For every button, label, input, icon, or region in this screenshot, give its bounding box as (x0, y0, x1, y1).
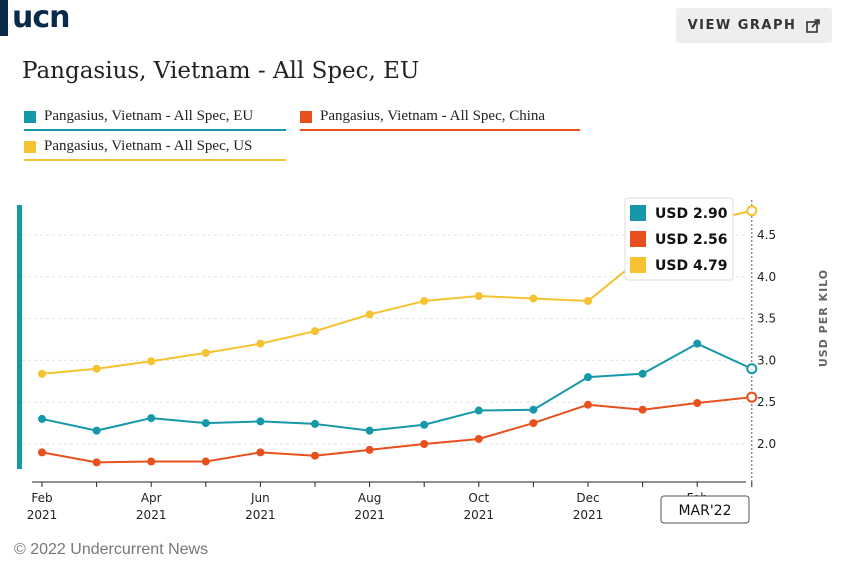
data-point[interactable] (92, 426, 101, 435)
tooltip-value: USD 2.56 (655, 232, 728, 248)
x-tick-label-year: 2021 (354, 508, 385, 522)
data-point[interactable] (92, 364, 101, 373)
data-point[interactable] (474, 434, 483, 443)
series-line-0[interactable] (41, 342, 753, 432)
chart-accent-bar (17, 205, 22, 469)
data-point[interactable] (638, 405, 647, 414)
view-graph-button[interactable]: VIEW GRAPH (676, 8, 832, 43)
data-point[interactable] (529, 419, 538, 428)
legend-label-us: Pangasius, Vietnam - All Spec, US (44, 138, 253, 154)
legend-swatch-china (300, 110, 312, 123)
legend-swatch-eu (24, 110, 36, 123)
data-point[interactable] (38, 448, 46, 457)
logo-bar (0, 0, 8, 36)
x-tick-label-month: Oct (468, 491, 489, 505)
x-tick-label-year: 2021 (464, 508, 495, 522)
data-point[interactable] (529, 294, 538, 303)
data-point[interactable] (365, 310, 374, 319)
cursor-date-label: MAR'22 (678, 503, 731, 519)
legend-item-china[interactable]: Pangasius, Vietnam - All Spec, China (300, 108, 580, 131)
x-tick-label-month: Feb (31, 491, 52, 505)
data-point[interactable] (693, 399, 702, 408)
legend-item-eu[interactable]: Pangasius, Vietnam - All Spec, EU (24, 108, 286, 131)
data-point[interactable] (420, 420, 429, 429)
x-tick-label-month: Jun (250, 491, 270, 505)
legend-label-china: Pangasius, Vietnam - All Spec, China (320, 108, 546, 124)
data-point[interactable] (474, 406, 483, 415)
data-point[interactable] (201, 348, 210, 357)
data-point[interactable] (311, 451, 319, 460)
data-point[interactable] (256, 417, 265, 426)
series-line-1[interactable] (41, 396, 752, 464)
y-tick-label: 3.0 (757, 353, 776, 367)
tooltip-box (624, 197, 734, 281)
data-point[interactable] (365, 445, 374, 454)
data-point[interactable] (693, 339, 702, 348)
data-point[interactable] (584, 297, 592, 306)
line-chart[interactable]: 2.0 2.5 3.0 3.5 4.0 4.5 USD PER KILO Feb 2021 Apr… (0, 0, 850, 540)
ucn-logo: ucn (0, 0, 70, 36)
x-tick-label-year: 2021 (245, 508, 276, 522)
data-point[interactable] (256, 448, 265, 457)
data-point[interactable] (365, 426, 374, 435)
data-point[interactable] (147, 357, 156, 366)
chart-title: Pangasius, Vietnam - All Spec, EU (22, 58, 420, 84)
tooltip-swatch (630, 231, 646, 247)
hover-point[interactable] (746, 363, 758, 375)
data-point[interactable] (201, 419, 210, 428)
tooltip-value: USD 4.79 (655, 258, 728, 274)
hover-point[interactable] (746, 205, 758, 217)
data-point[interactable] (311, 327, 319, 336)
y-tick-label: 2.0 (757, 437, 776, 451)
data-point[interactable] (256, 339, 265, 348)
legend-swatch-us (24, 140, 36, 153)
data-point[interactable] (420, 440, 429, 448)
legend-label-eu: Pangasius, Vietnam - All Spec, EU (44, 108, 254, 124)
view-graph-label: VIEW GRAPH (687, 18, 797, 33)
y-tick-label: 4.0 (757, 270, 776, 284)
external-link-icon (806, 18, 821, 33)
y-tick-label: 2.5 (757, 395, 776, 409)
x-tick-label-month: Dec (576, 491, 599, 505)
data-point[interactable] (584, 400, 592, 409)
data-point[interactable] (420, 297, 429, 306)
logo-text: ucn (12, 0, 70, 35)
data-point[interactable] (38, 414, 46, 423)
data-point[interactable] (529, 405, 538, 414)
data-point[interactable] (311, 419, 319, 428)
y-tick-label: 4.5 (757, 228, 776, 242)
x-tick-label-month: Aug (358, 491, 381, 505)
data-point[interactable] (92, 458, 101, 467)
data-point[interactable] (638, 369, 647, 378)
legend-item-us[interactable]: Pangasius, Vietnam - All Spec, US (24, 138, 286, 161)
hover-point[interactable] (746, 391, 758, 403)
data-point[interactable] (474, 292, 483, 301)
tooltip-swatch (630, 205, 646, 221)
data-point[interactable] (147, 414, 156, 423)
x-tick-label-year: 2021 (136, 508, 167, 522)
tooltip-swatch (630, 257, 646, 273)
copyright: © 2022 Undercurrent News (14, 541, 209, 558)
x-tick-label-year: 2021 (573, 508, 604, 522)
x-tick-label-month: Apr (141, 491, 162, 505)
data-point[interactable] (201, 457, 210, 466)
cursor-date-box (660, 495, 750, 524)
data-point[interactable] (584, 373, 592, 382)
x-tick-label-year: 2021 (27, 508, 58, 522)
data-point[interactable] (147, 457, 156, 466)
tooltip-value: USD 2.90 (655, 206, 728, 222)
data-point[interactable] (38, 369, 46, 378)
y-axis-label: USD PER KILO (817, 269, 830, 367)
y-tick-label: 3.5 (757, 312, 776, 326)
